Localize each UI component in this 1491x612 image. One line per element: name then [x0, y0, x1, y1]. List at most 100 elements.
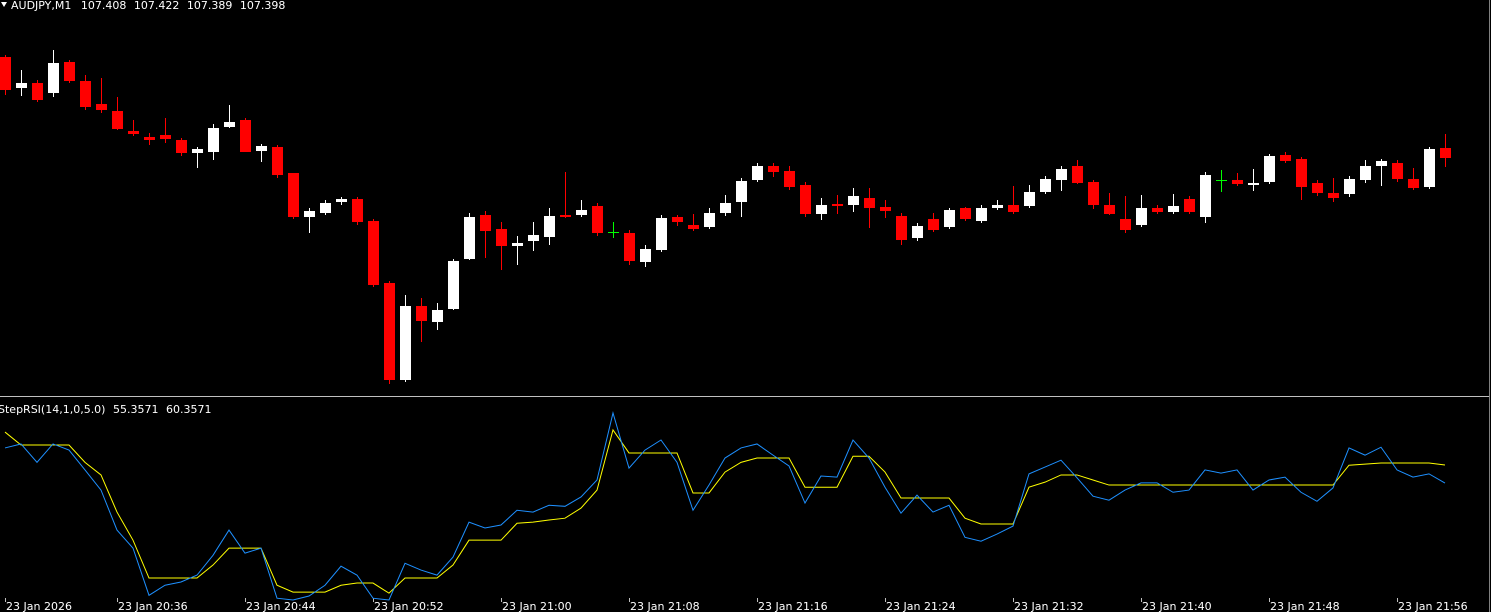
- candle-body: [1152, 208, 1163, 212]
- candle-body: [704, 213, 715, 227]
- candle-body: [768, 166, 779, 172]
- menu-arrow[interactable]: [1, 2, 7, 7]
- candle-body: [864, 198, 875, 208]
- candle-body: [80, 81, 91, 107]
- candle-body: [1056, 169, 1067, 180]
- candle-body: [1232, 180, 1243, 184]
- candle-body: [256, 146, 267, 151]
- candle-body: [304, 211, 315, 217]
- candle-body: [944, 210, 955, 227]
- x-tick-label: 23 Jan 20:36: [118, 600, 188, 612]
- candle-body: [800, 185, 811, 214]
- candle-body: [1200, 175, 1211, 217]
- candle-body: [1008, 205, 1019, 212]
- candle-body: [544, 216, 555, 237]
- x-tick-label: 23 Jan 21:32: [1014, 600, 1084, 612]
- x-tick-label: 23 Jan 20:44: [246, 600, 316, 612]
- candle-body: [672, 217, 683, 222]
- x-tick-label: 23 Jan 21:16: [758, 600, 828, 612]
- indicator-line: [4, 428, 1446, 594]
- candle-body: [336, 199, 347, 202]
- rsi-last: 55.3571: [113, 403, 159, 416]
- candle-body: [416, 306, 427, 321]
- candle-body: [720, 203, 731, 213]
- x-tick-label: 23 Jan 2026: [6, 600, 72, 612]
- last-low: 107.389: [187, 0, 233, 12]
- candle-body: [1248, 183, 1259, 185]
- candle-body: [352, 199, 363, 222]
- candle-body: [1392, 163, 1403, 179]
- last-open: 107.408: [81, 0, 127, 12]
- candle-body: [208, 128, 219, 152]
- candle-body: [880, 207, 891, 211]
- candle-body: [1216, 180, 1227, 181]
- candle-body: [1360, 166, 1371, 180]
- candle-body: [560, 215, 571, 217]
- x-tick-label: 23 Jan 21:48: [1270, 600, 1340, 612]
- x-tick-label: 23 Jan 21:56: [1398, 600, 1468, 612]
- candle-body: [752, 166, 763, 180]
- candle-body: [512, 243, 523, 246]
- candle-body: [192, 149, 203, 153]
- candle-body: [1296, 159, 1307, 187]
- candle-body: [288, 173, 299, 217]
- candle-body: [272, 147, 283, 175]
- candle-body: [464, 217, 475, 259]
- candle-body: [16, 83, 27, 88]
- candle-body: [96, 104, 107, 110]
- candle-body: [32, 83, 43, 100]
- x-tick-label: 23 Jan 20:52: [374, 600, 444, 612]
- candle-body: [480, 215, 491, 231]
- candle-body: [448, 261, 459, 309]
- candle-body: [736, 181, 747, 202]
- candle-body: [1168, 206, 1179, 212]
- candle-body: [960, 208, 971, 219]
- candle-body: [816, 205, 827, 214]
- x-tick-label: 23 Jan 21:08: [630, 600, 700, 612]
- candle-body: [1280, 155, 1291, 161]
- candle-body: [608, 232, 619, 233]
- candle-body: [576, 210, 587, 215]
- x-tick-label: 23 Jan 21:40: [1142, 600, 1212, 612]
- candle-body: [64, 62, 75, 81]
- candle-body: [176, 140, 187, 153]
- candle-body: [1040, 179, 1051, 192]
- candle-body: [976, 208, 987, 221]
- last-close: 107.398: [240, 0, 286, 12]
- candle-body: [1120, 219, 1131, 230]
- candle-body: [400, 306, 411, 380]
- candle-body: [656, 218, 667, 250]
- candle-body: [640, 249, 651, 262]
- candle-body: [112, 111, 123, 129]
- candle-body: [1104, 205, 1115, 214]
- candle-body: [1264, 156, 1275, 182]
- candle-body: [320, 203, 331, 213]
- candle-body: [144, 137, 155, 140]
- candle-body: [928, 219, 939, 230]
- candle-body: [1312, 183, 1323, 193]
- candle-body: [1344, 179, 1355, 194]
- candle-body: [1136, 208, 1147, 225]
- candle-body: [832, 204, 843, 206]
- candle-body: [1440, 148, 1451, 158]
- indicator-line: [4, 411, 1446, 601]
- candle-body: [896, 216, 907, 240]
- candle-body: [1328, 193, 1339, 198]
- candle-body: [1184, 199, 1195, 212]
- candle-body: [160, 135, 171, 139]
- candle-body: [128, 131, 139, 134]
- candle-body: [992, 205, 1003, 208]
- chart-header: AUDJPY,M1 107.408 107.422 107.389 107.39…: [11, 0, 285, 12]
- indicator-title: StepRSI(14,1,0,5.0): [0, 403, 105, 416]
- candle-body: [528, 235, 539, 241]
- candle-body: [912, 226, 923, 238]
- step-last: 60.3571: [166, 403, 212, 416]
- candle-body: [624, 233, 635, 261]
- candle-body: [0, 57, 11, 90]
- candle-body: [432, 310, 443, 322]
- candle-body: [1424, 149, 1435, 187]
- x-tick-label: 23 Jan 21:00: [502, 600, 572, 612]
